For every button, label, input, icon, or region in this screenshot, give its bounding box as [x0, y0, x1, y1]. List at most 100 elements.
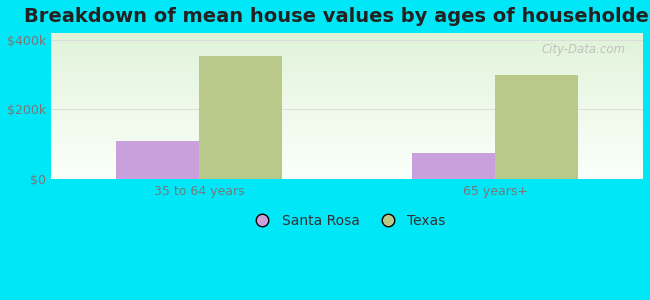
Bar	[51, 50, 643, 51]
Bar	[51, 83, 643, 84]
Bar	[51, 125, 643, 126]
Bar	[51, 39, 643, 40]
Bar	[51, 120, 643, 121]
Bar	[51, 153, 643, 154]
Bar	[199, 56, 282, 179]
Bar	[51, 167, 643, 168]
Bar	[51, 122, 643, 123]
Bar	[51, 38, 643, 39]
Bar	[51, 96, 643, 97]
Bar	[51, 115, 643, 116]
Bar	[51, 90, 643, 91]
Bar	[51, 178, 643, 179]
Bar	[51, 173, 643, 174]
Bar	[51, 69, 643, 70]
Legend: Santa Rosa, Texas: Santa Rosa, Texas	[243, 208, 451, 233]
Bar	[51, 171, 643, 172]
Bar	[51, 104, 643, 105]
Bar	[51, 60, 643, 61]
Bar	[51, 37, 643, 38]
Bar	[51, 82, 643, 83]
Bar	[51, 127, 643, 128]
Bar	[51, 124, 643, 125]
Bar	[51, 81, 643, 82]
Bar	[51, 163, 643, 164]
Bar	[51, 172, 643, 173]
Bar	[51, 129, 643, 130]
Bar	[51, 85, 643, 86]
Bar	[51, 110, 643, 111]
Bar	[51, 144, 643, 145]
Bar	[51, 79, 643, 80]
Bar	[51, 74, 643, 75]
Bar	[51, 45, 643, 46]
Bar	[51, 142, 643, 143]
Bar	[51, 117, 643, 118]
Bar	[51, 131, 643, 132]
Bar	[51, 55, 643, 56]
Bar	[51, 46, 643, 47]
Bar	[51, 123, 643, 124]
Bar	[51, 160, 643, 161]
Bar	[51, 58, 643, 59]
Bar	[51, 40, 643, 41]
Bar	[51, 161, 643, 162]
Bar	[51, 168, 643, 169]
Text: City-Data.com: City-Data.com	[541, 43, 625, 56]
Bar	[51, 53, 643, 54]
Bar	[51, 101, 643, 102]
Bar	[51, 91, 643, 92]
Bar	[51, 128, 643, 129]
Bar	[51, 155, 643, 156]
Bar	[51, 136, 643, 137]
Bar	[51, 133, 643, 134]
Bar	[51, 116, 643, 117]
Bar	[51, 164, 643, 165]
Bar	[495, 75, 578, 179]
Bar	[51, 75, 643, 76]
Bar	[51, 157, 643, 158]
Bar	[51, 146, 643, 147]
Bar	[51, 86, 643, 87]
Bar	[412, 153, 495, 179]
Bar	[51, 52, 643, 53]
Bar	[51, 162, 643, 163]
Bar	[51, 109, 643, 110]
Bar	[51, 98, 643, 99]
Bar	[51, 132, 643, 133]
Bar	[51, 149, 643, 150]
Bar	[51, 94, 643, 95]
Bar	[51, 65, 643, 66]
Bar	[51, 175, 643, 176]
Bar	[51, 106, 643, 107]
Bar	[51, 61, 643, 62]
Bar	[51, 177, 643, 178]
Bar	[51, 87, 643, 88]
Bar	[51, 159, 643, 160]
Bar	[51, 145, 643, 146]
Bar	[51, 126, 643, 127]
Bar	[51, 147, 643, 148]
Bar	[51, 121, 643, 122]
Bar	[51, 108, 643, 109]
Bar	[51, 130, 643, 131]
Bar	[51, 80, 643, 81]
Bar	[116, 141, 199, 179]
Bar	[51, 36, 643, 37]
Bar	[51, 95, 643, 96]
Bar	[51, 63, 643, 64]
Bar	[51, 47, 643, 48]
Bar	[51, 176, 643, 177]
Bar	[51, 41, 643, 42]
Bar	[51, 135, 643, 136]
Bar	[51, 100, 643, 101]
Bar	[51, 105, 643, 106]
Bar	[51, 114, 643, 115]
Bar	[51, 152, 643, 153]
Bar	[51, 49, 643, 50]
Bar	[51, 111, 643, 112]
Bar	[51, 107, 643, 108]
Bar	[51, 118, 643, 119]
Bar	[51, 148, 643, 149]
Bar	[51, 84, 643, 85]
